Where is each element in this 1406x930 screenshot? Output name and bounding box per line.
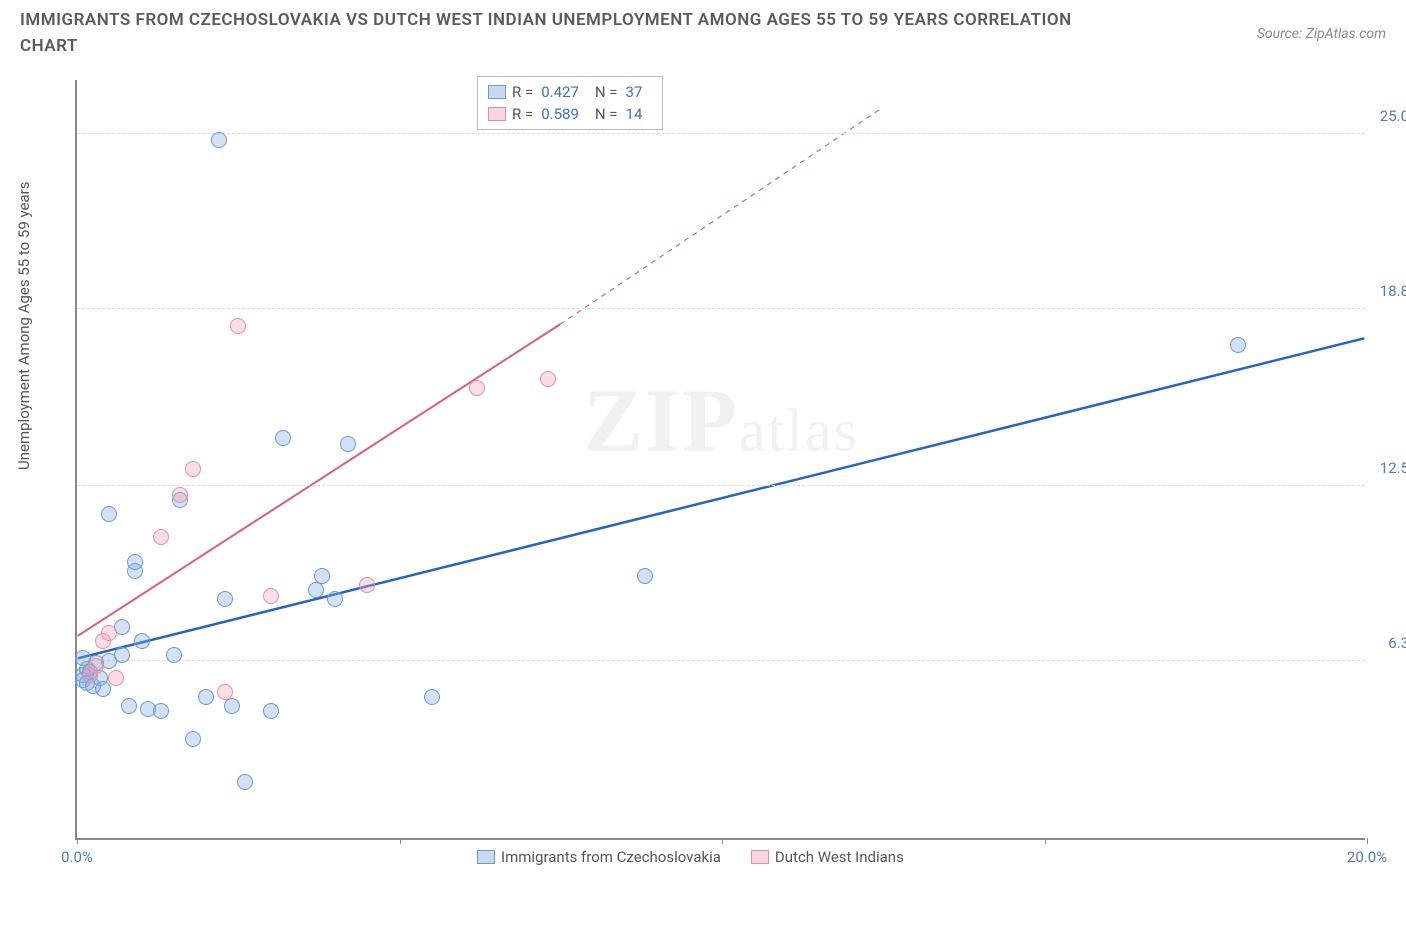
scatter-point bbox=[185, 731, 201, 747]
scatter-point bbox=[166, 647, 182, 663]
scatter-point bbox=[88, 658, 104, 674]
scatter-point bbox=[469, 380, 485, 396]
trend-lines bbox=[77, 80, 1365, 838]
scatter-point bbox=[101, 625, 117, 641]
scatter-point bbox=[211, 132, 227, 148]
legend-label: Immigrants from Czechoslovakia bbox=[501, 848, 721, 866]
scatter-point bbox=[95, 681, 111, 697]
scatter-point bbox=[198, 689, 214, 705]
y-tick-label: 18.8% bbox=[1380, 282, 1406, 300]
scatter-point bbox=[263, 588, 279, 604]
scatter-point bbox=[114, 647, 130, 663]
x-tick-label: 20.0% bbox=[1347, 848, 1387, 866]
scatter-point bbox=[217, 591, 233, 607]
x-tick bbox=[1045, 838, 1046, 844]
scatter-point bbox=[637, 568, 653, 584]
scatter-point bbox=[340, 436, 356, 452]
scatter-point bbox=[275, 430, 291, 446]
scatter-point bbox=[185, 461, 201, 477]
x-tick bbox=[1367, 838, 1368, 844]
chart-container: Unemployment Among Ages 55 to 59 years Z… bbox=[20, 70, 1386, 890]
source-label: Source: ZipAtlas.com bbox=[1257, 8, 1386, 42]
legend-swatch-blue bbox=[477, 850, 495, 864]
chart-title: IMMIGRANTS FROM CZECHOSLOVAKIA VS DUTCH … bbox=[20, 8, 1120, 59]
y-axis-label: Unemployment Among Ages 55 to 59 years bbox=[15, 182, 33, 470]
y-tick-label: 6.3% bbox=[1388, 634, 1406, 652]
gridline bbox=[77, 133, 1365, 134]
legend-swatch-pink bbox=[751, 850, 769, 864]
scatter-point bbox=[217, 684, 233, 700]
gridline bbox=[77, 485, 1365, 486]
scatter-point bbox=[127, 554, 143, 570]
scatter-point bbox=[172, 487, 188, 503]
scatter-point bbox=[424, 689, 440, 705]
y-tick-label: 12.5% bbox=[1380, 459, 1406, 477]
series-legend: Immigrants from Czechoslovakia Dutch Wes… bbox=[477, 848, 904, 866]
scatter-point bbox=[153, 529, 169, 545]
plot-area: ZIPatlas R = 0.427 N = 37 R = 0.589 N = … bbox=[75, 80, 1365, 840]
gridline bbox=[77, 660, 1365, 661]
scatter-point bbox=[237, 774, 253, 790]
scatter-point bbox=[359, 577, 375, 593]
x-tick bbox=[722, 838, 723, 844]
x-tick bbox=[77, 838, 78, 844]
scatter-point bbox=[230, 318, 246, 334]
scatter-point bbox=[327, 591, 343, 607]
scatter-point bbox=[153, 703, 169, 719]
y-tick-label: 25.0% bbox=[1380, 107, 1406, 125]
scatter-point bbox=[134, 633, 150, 649]
gridline bbox=[77, 308, 1365, 309]
scatter-point bbox=[540, 371, 556, 387]
scatter-point bbox=[308, 582, 324, 598]
scatter-point bbox=[101, 506, 117, 522]
scatter-point bbox=[121, 698, 137, 714]
x-tick-label: 0.0% bbox=[61, 848, 93, 866]
scatter-point bbox=[224, 698, 240, 714]
scatter-point bbox=[108, 670, 124, 686]
x-tick bbox=[400, 838, 401, 844]
legend-label: Dutch West Indians bbox=[775, 848, 904, 866]
scatter-point bbox=[314, 568, 330, 584]
scatter-point bbox=[1230, 337, 1246, 353]
scatter-point bbox=[263, 703, 279, 719]
